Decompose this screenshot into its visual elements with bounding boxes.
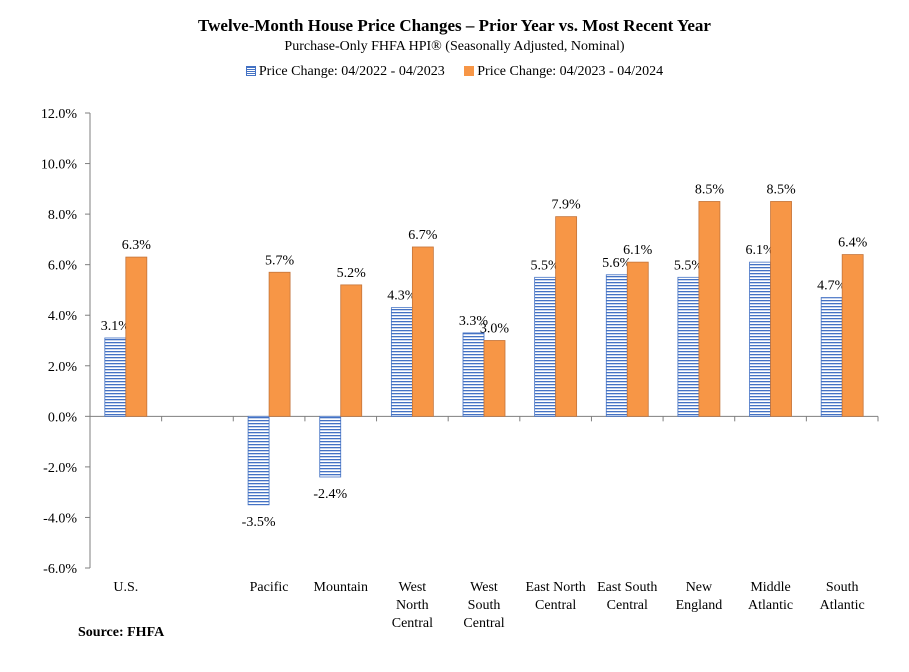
bar-series-1: [677, 276, 700, 417]
data-label-series-2: 3.0%: [480, 322, 510, 337]
legend: Price Change: 04/2022 - 04/2023 Price Ch…: [0, 64, 909, 80]
data-label-series-2: 6.4%: [838, 236, 868, 251]
data-label-series-2: 5.2%: [337, 266, 367, 281]
x-tick-label: Pacific: [250, 580, 289, 595]
x-tick-label: Central: [463, 616, 504, 631]
data-label-series-2: 8.5%: [766, 182, 796, 197]
x-tick-label: U.S.: [113, 580, 138, 595]
x-tick-label: Middle: [750, 580, 790, 595]
bar-series-2: [841, 254, 864, 417]
bar-series-2: [340, 284, 363, 417]
y-tick-label: 2.0%: [48, 360, 78, 375]
y-tick-label: -4.0%: [43, 511, 77, 526]
data-label-series-1: 5.5%: [531, 258, 561, 273]
data-label-series-2: 8.5%: [695, 182, 725, 197]
chart-subtitle: Purchase-Only FHFA HPI® (Seasonally Adju…: [284, 39, 625, 54]
data-label-series-1: 4.3%: [387, 289, 417, 304]
data-label-series-1: -2.4%: [313, 487, 347, 502]
y-tick-label: 8.0%: [48, 208, 78, 223]
legend-item-series-1: Price Change: 04/2022 - 04/2023: [245, 64, 445, 80]
x-tick-label: South: [826, 580, 859, 595]
legend-label-series-1: Price Change: 04/2022 - 04/2023: [258, 64, 445, 79]
bar-series-1: [605, 274, 628, 417]
x-tick-label: East South: [597, 580, 657, 595]
source-note: Source: FHFA: [78, 625, 165, 640]
data-label-series-2: 5.7%: [265, 253, 295, 268]
data-label-series-1: 6.1%: [745, 243, 775, 258]
data-label-series-2: 7.9%: [552, 198, 582, 213]
legend-swatch-series-2: [464, 66, 475, 76]
data-label-series-1: 3.1%: [101, 319, 131, 334]
x-tick-label: North: [396, 598, 429, 613]
bar-series-1: [820, 297, 843, 417]
bar-series-2: [411, 246, 434, 417]
x-tick-label: Mountain: [314, 580, 368, 595]
x-tick-label: Central: [392, 616, 433, 631]
bar-series-1: [749, 261, 771, 417]
chart-title: Twelve-Month House Price Changes – Prior…: [198, 16, 711, 35]
y-tick-label: 12.0%: [41, 107, 78, 122]
bar-series-2: [125, 256, 148, 417]
x-tick-label: West: [399, 580, 427, 595]
y-tick-label: 0.0%: [48, 410, 78, 425]
y-tick-label: 6.0%: [48, 259, 78, 274]
bar-series-1: [534, 276, 557, 417]
y-tick-label: -2.0%: [43, 461, 77, 476]
bar-series-2: [555, 216, 578, 417]
y-tick-label: 4.0%: [48, 309, 78, 324]
x-tick-label: South: [468, 598, 501, 613]
data-label-series-1: 5.6%: [602, 256, 632, 271]
bar-series-2: [268, 271, 291, 417]
bar-series-1: [319, 415, 342, 478]
x-tick-label: East North: [526, 580, 586, 595]
data-label-series-1: 4.7%: [817, 279, 847, 294]
x-tick-label: Atlantic: [820, 598, 865, 613]
legend-label-series-2: Price Change: 04/2023 - 04/2024: [477, 64, 664, 79]
bar-series-1: [390, 307, 413, 417]
bar-series-1: [462, 332, 485, 417]
data-label-series-2: 6.1%: [623, 243, 653, 258]
x-tick-label: England: [676, 598, 723, 613]
bar-series-2: [626, 261, 649, 417]
x-tick-label: New: [686, 580, 713, 595]
data-label-series-1: -3.5%: [242, 515, 276, 530]
data-label-series-1: 3.3%: [459, 314, 489, 329]
bar-series-2: [698, 201, 721, 417]
legend-swatch-series-1: [245, 66, 256, 76]
x-tick-label: Central: [607, 598, 648, 613]
bar-series-2: [483, 340, 506, 417]
x-tick-label: Central: [535, 598, 576, 613]
x-tick-label: Atlantic: [748, 598, 793, 613]
data-label-series-2: 6.7%: [408, 228, 438, 243]
y-tick-label: 10.0%: [41, 158, 78, 173]
bar-series-1: [104, 337, 127, 417]
x-tick-label: West: [470, 580, 498, 595]
bar-series-2: [770, 201, 792, 417]
data-label-series-1: 5.5%: [674, 258, 704, 273]
legend-item-series-2: Price Change: 04/2023 - 04/2024: [464, 64, 663, 80]
bar-series-1: [247, 415, 270, 506]
y-tick-label: -6.0%: [43, 562, 77, 577]
data-label-series-2: 6.3%: [122, 238, 152, 253]
